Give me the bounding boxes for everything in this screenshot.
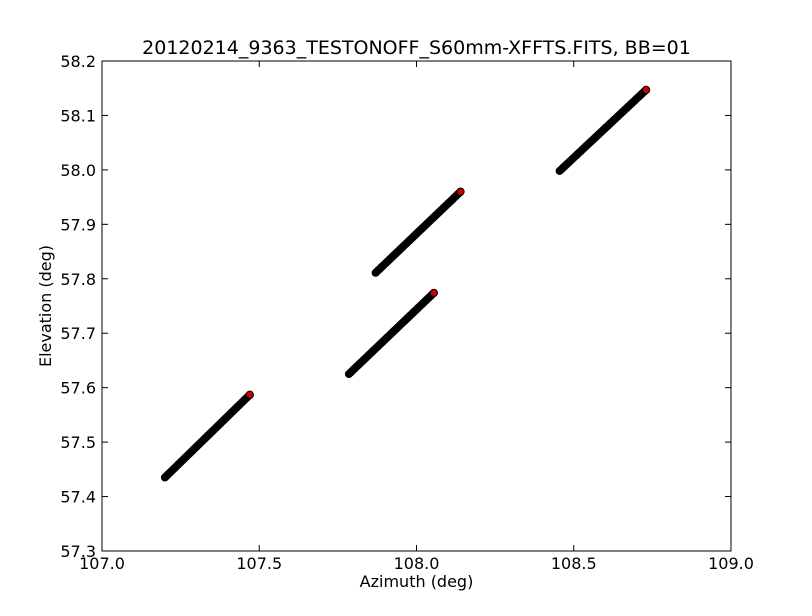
x-tick-label: 108.5 — [551, 554, 597, 573]
data-layer — [160, 85, 651, 482]
x-axis-label: Azimuth (deg) — [360, 572, 474, 591]
data-series-segment-3 — [371, 187, 465, 277]
data-point-end — [641, 85, 651, 94]
data-series-segment-1 — [160, 390, 254, 482]
y-axis-label: Elevation (deg) — [36, 245, 55, 367]
x-tick-label: 109.0 — [708, 554, 754, 573]
data-series-segment-4 — [555, 85, 651, 175]
x-tick-label: 107.5 — [236, 554, 282, 573]
tick-layer: 107.0 107.5 108.0 108.5 109.0 57.3 57.4 57.5 57.… — [60, 52, 754, 573]
y-tick-label: 57.6 — [60, 379, 96, 398]
y-tick-label: 57.8 — [60, 270, 96, 289]
y-tick-label: 58.0 — [60, 161, 96, 180]
y-tick-label: 58.2 — [60, 52, 96, 71]
y-tick-label: 57.4 — [60, 488, 96, 507]
y-tick-label: 58.1 — [60, 106, 96, 125]
y-tick-label: 57.3 — [60, 542, 96, 561]
y-tick-label: 57.7 — [60, 324, 96, 343]
chart-title: 20120214_9363_TESTONOFF_S60mm-XFFTS.FITS… — [142, 37, 691, 59]
data-series-segment-2 — [344, 288, 438, 379]
y-tick-label: 57.9 — [60, 215, 96, 234]
x-tick-label: 108.0 — [394, 554, 440, 573]
x-tick-label: 107.0 — [79, 554, 125, 573]
y-tick-label: 57.5 — [60, 433, 96, 452]
data-point-end — [429, 288, 438, 298]
data-point-end — [245, 390, 254, 399]
data-point-end — [456, 187, 465, 196]
